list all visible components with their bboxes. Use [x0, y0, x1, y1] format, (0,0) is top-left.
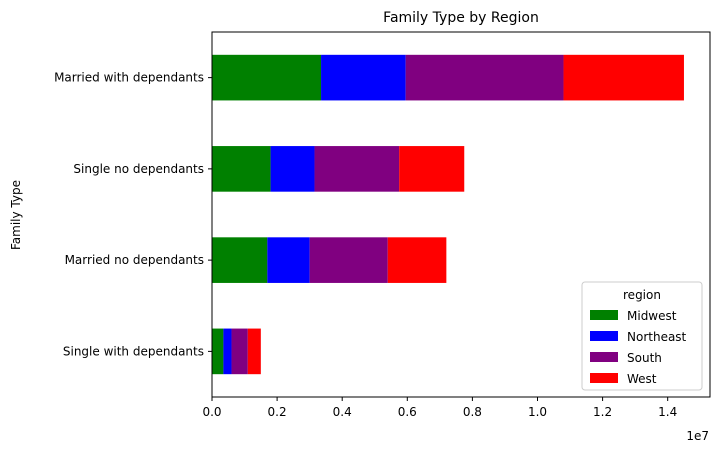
plot-frame	[211, 31, 711, 398]
bar-south-0	[231, 328, 248, 375]
x-tick-label: 0.4	[333, 405, 352, 419]
x-axis-offset-label: 1e7	[686, 429, 709, 443]
x-tick-label: 1.2	[593, 405, 612, 419]
x-tick-label: 0.8	[463, 405, 482, 419]
legend: region Midwest Northeast South West	[581, 281, 703, 391]
x-tick-label: 1.4	[658, 405, 677, 419]
bar-west-1	[387, 237, 447, 283]
x-tick-label: 0.0	[202, 405, 221, 419]
bar-midwest-3	[212, 54, 322, 101]
y-tick-label: Married no dependants	[65, 253, 204, 267]
y-tick-label: Single with dependants	[63, 344, 204, 358]
bars-group	[212, 54, 684, 375]
legend-title: region	[623, 288, 661, 302]
bar-west-3	[563, 54, 684, 101]
legend-swatch-northeast	[590, 331, 618, 341]
bar-west-0	[247, 328, 261, 375]
bar-midwest-1	[212, 237, 268, 283]
legend-label-northeast: Northeast	[627, 330, 687, 344]
legend-items: Midwest Northeast South West	[590, 309, 687, 386]
bar-west-2	[399, 146, 465, 192]
bar-northeast-1	[267, 237, 310, 283]
legend-swatch-midwest	[590, 310, 618, 320]
x-tick-label: 1.0	[528, 405, 547, 419]
bar-south-1	[309, 237, 388, 283]
x-tick-label: 0.2	[268, 405, 287, 419]
x-axis-ticks: 0.0 0.2 0.4 0.6 0.8 1.0 1.2 1.4	[202, 397, 677, 419]
legend-label-west: West	[627, 372, 657, 386]
legend-box	[581, 281, 703, 391]
legend-label-south: South	[627, 351, 662, 365]
bar-northeast-0	[223, 328, 232, 375]
y-tick-label: Married with dependants	[54, 71, 204, 85]
legend-swatch-south	[590, 352, 618, 362]
x-tick-label: 0.6	[398, 405, 417, 419]
bar-south-2	[314, 146, 400, 192]
bar-south-3	[405, 54, 564, 101]
y-axis-ticks: Single with dependants Married no dependa…	[54, 71, 212, 358]
y-axis-label: Family Type	[9, 180, 23, 250]
chart-title: Family Type by Region	[383, 10, 539, 26]
bar-midwest-2	[212, 146, 271, 192]
bar-northeast-3	[321, 54, 406, 101]
bar-midwest-0	[212, 328, 224, 375]
bar-northeast-2	[270, 146, 315, 192]
y-tick-label: Single no dependants	[73, 162, 204, 176]
legend-swatch-west	[590, 373, 618, 383]
legend-label-midwest: Midwest	[627, 309, 677, 323]
